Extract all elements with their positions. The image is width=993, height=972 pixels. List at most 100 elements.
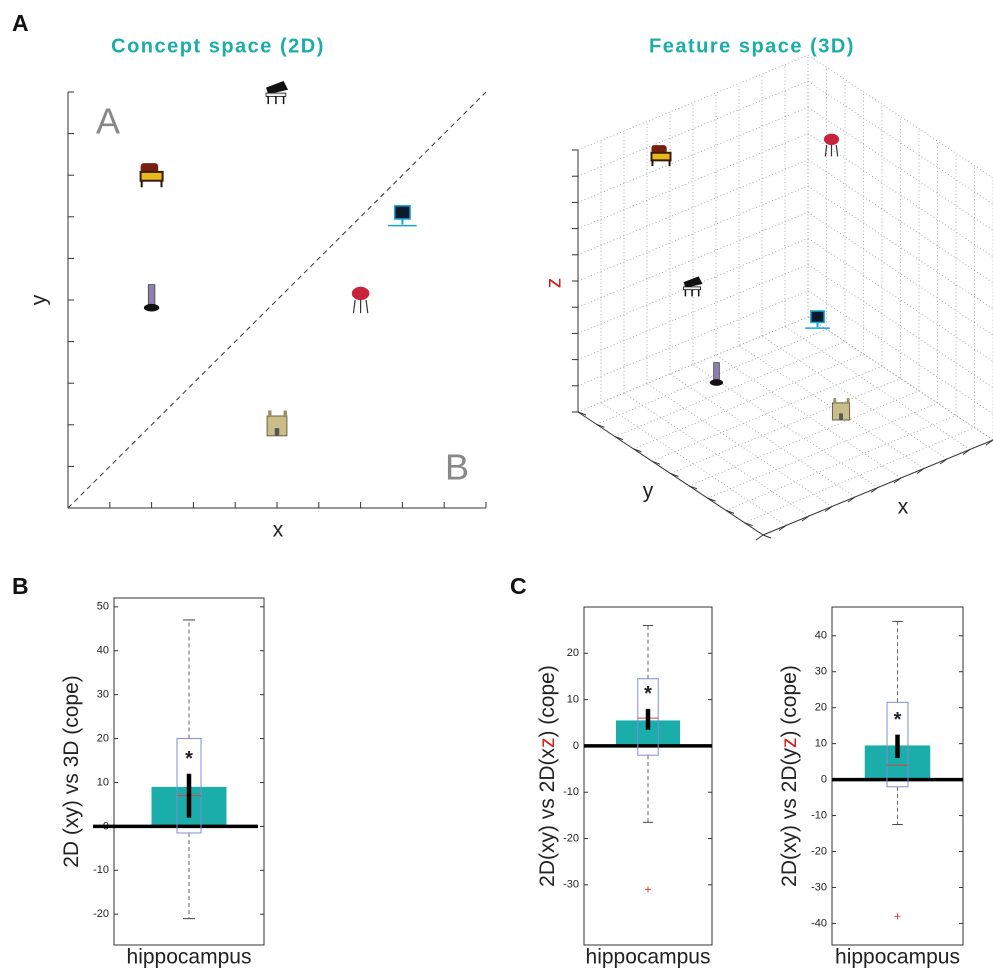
significance: * [644, 683, 652, 705]
vase-base [710, 379, 723, 386]
grid-line [578, 81, 808, 176]
grid-line [716, 355, 901, 478]
grid-line [578, 160, 808, 255]
object-point [652, 145, 671, 166]
grid-line [785, 327, 970, 450]
grid-line [634, 354, 864, 449]
object-point [824, 134, 839, 157]
z-axis-label: z [543, 278, 566, 289]
y-tick-label: -10 [811, 809, 827, 821]
x-tick [756, 535, 763, 540]
grill-leg [353, 300, 355, 313]
x-axis-label: x [273, 519, 284, 542]
chart-title: Feature space (3D) [649, 35, 855, 57]
object-point [141, 163, 163, 187]
region-label: A [96, 101, 120, 142]
grill-bowl [352, 287, 370, 300]
y-tick-label: 0 [573, 740, 579, 752]
castle-door [839, 413, 843, 420]
grill-leg [825, 145, 826, 156]
grid-line [762, 336, 947, 459]
y-tick-label: -20 [93, 908, 109, 920]
object-point [266, 81, 288, 104]
y-tick-label: 30 [97, 689, 109, 701]
x-axis-label: x [898, 496, 909, 519]
y-axis-label: 2D(xy) vs 2D(xz) (cope) [536, 665, 559, 887]
chart-title: Concept space (2D) [111, 35, 325, 57]
y-tick-label: 20 [567, 647, 579, 659]
y-tick-label: -30 [811, 881, 827, 893]
outlier [645, 886, 651, 892]
object-point [352, 287, 370, 313]
y-tick-label: -40 [811, 917, 827, 929]
outlier [895, 913, 901, 919]
divider [68, 92, 486, 508]
panel-label: C [510, 573, 527, 599]
castle-tower [284, 411, 287, 418]
region-label: B [445, 447, 469, 488]
y-tick-label: 10 [567, 694, 579, 706]
grid-line [578, 291, 808, 386]
y-axis-label: 2D(xy) vs 2D(yz) (cope) [778, 665, 801, 887]
y-tick-label: -10 [93, 864, 109, 876]
grid-line [671, 379, 901, 474]
object-point [388, 206, 417, 226]
grid-line [745, 428, 975, 523]
y-tick-label: -30 [563, 879, 579, 891]
y-tick-label: 40 [97, 645, 109, 657]
y-tick-label: 40 [815, 630, 827, 642]
grid-line [578, 186, 808, 281]
grid-line [739, 346, 924, 469]
piano-keys [684, 287, 701, 290]
y-axis-label: 2D (xy) vs 3D (cope) [60, 675, 83, 868]
grid-line [578, 107, 808, 202]
y-tick-label: 10 [815, 738, 827, 750]
x-tick-label: hippocampus [835, 946, 960, 969]
castle-tower [847, 398, 850, 404]
y-tick-label: 0 [821, 774, 827, 786]
object-point [710, 363, 723, 386]
object-point [267, 411, 287, 436]
y-axis-label-part: z [778, 738, 801, 749]
object-point [144, 285, 159, 312]
chair-seat [652, 153, 671, 161]
monitor-screen [811, 311, 824, 322]
chair-seat [141, 172, 163, 181]
y-tick-label: -20 [811, 845, 827, 857]
y-axis-label-part: ) (cope) [778, 665, 801, 737]
y-tick-label: -20 [563, 832, 579, 844]
object-point [832, 398, 849, 420]
grid-line [578, 134, 808, 229]
object-point [684, 276, 703, 296]
x-tick-label: hippocampus [586, 946, 711, 969]
vase-body [148, 285, 155, 305]
panel-label: A [12, 10, 29, 36]
y-tick-label: -10 [563, 786, 579, 798]
figure: A Concept space (2D) A Bx y Feature space (3D… [0, 0, 993, 972]
y-tick-label: 50 [97, 601, 109, 613]
vase-body [714, 363, 720, 380]
piano-body [684, 276, 703, 287]
piano-body [266, 81, 288, 94]
y-axis-label-part: ) (cope) [536, 665, 559, 737]
y-tick [763, 535, 771, 538]
grid-line [647, 384, 832, 507]
castle-tower [268, 411, 271, 418]
y-axis-label-part: z [536, 738, 559, 749]
vase-base [144, 304, 159, 312]
y-tick-label: 10 [97, 776, 109, 788]
grid-line [808, 291, 993, 414]
y-tick-label: 30 [815, 666, 827, 678]
y-axis-label: y [643, 480, 654, 503]
grid-line [726, 415, 956, 510]
grid-line [689, 391, 919, 486]
grill-leg [366, 300, 368, 313]
y-tick-label: 20 [97, 732, 109, 744]
castle-tower [833, 398, 836, 404]
grid-line [670, 374, 855, 497]
y-axis-label: y [28, 294, 51, 305]
significance: * [894, 709, 902, 731]
x-tick-label: hippocampus [127, 946, 252, 969]
grill-leg [836, 145, 837, 156]
grid-line [578, 212, 808, 307]
